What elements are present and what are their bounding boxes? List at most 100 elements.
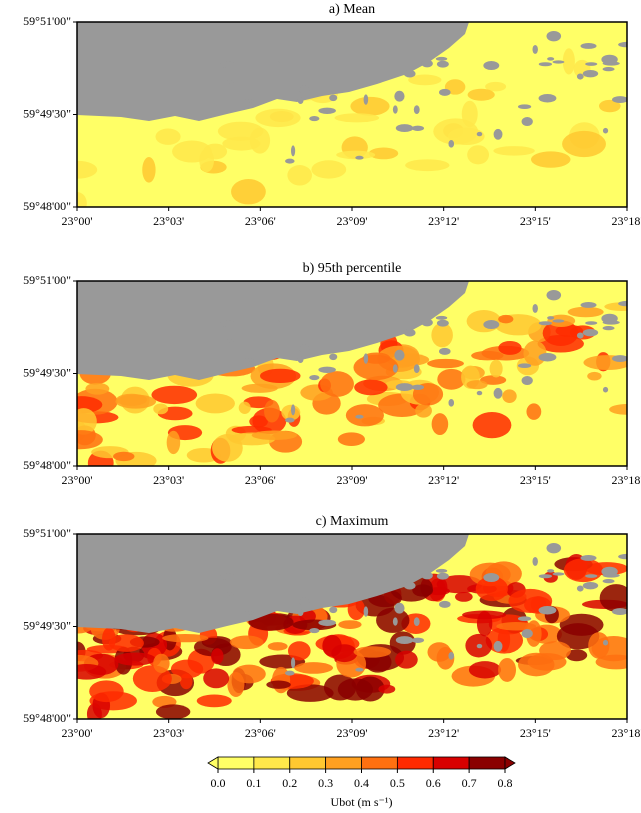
speed-blob <box>431 322 453 348</box>
speed-blob <box>255 108 301 128</box>
x-tick-label: 23°12' <box>428 473 459 487</box>
x-tick-label: 23°18' <box>612 726 641 740</box>
colorbar-bin <box>289 756 327 770</box>
island <box>318 107 336 114</box>
speed-blob <box>489 359 503 378</box>
island <box>618 41 627 48</box>
speed-blob <box>467 145 490 165</box>
island <box>297 609 304 616</box>
speed-blob <box>468 661 502 679</box>
x-tick-label: 23°03' <box>153 726 184 740</box>
speed-blob <box>378 684 396 694</box>
speed-blob <box>555 324 584 337</box>
x-tick-label: 23°15' <box>520 726 551 740</box>
speed-blob <box>170 659 204 679</box>
island <box>403 581 416 590</box>
island <box>421 571 433 580</box>
island <box>392 617 398 626</box>
island <box>436 60 449 68</box>
speed-blob <box>153 403 169 415</box>
colorbar-bin <box>432 756 470 770</box>
island <box>618 300 627 307</box>
island <box>363 94 369 105</box>
speed-blob <box>320 371 354 397</box>
island <box>552 572 565 576</box>
speed-blob <box>322 634 342 657</box>
colorbar-bin <box>325 756 362 770</box>
y-tick-label: 59°48'00" <box>23 711 71 725</box>
island <box>538 606 557 615</box>
island <box>580 302 597 308</box>
land <box>77 534 469 633</box>
island <box>532 44 538 54</box>
island <box>219 61 235 68</box>
island <box>309 628 320 634</box>
speed-blob <box>527 653 567 671</box>
island <box>219 320 235 327</box>
colorbar-over <box>504 756 516 770</box>
colorbar-tick-label: 0.8 <box>498 776 513 790</box>
island <box>538 574 553 579</box>
speed-blob <box>222 136 261 151</box>
speed-blob <box>294 662 334 674</box>
speed-blob <box>203 668 230 689</box>
island <box>538 353 557 362</box>
colorbar-tick-label: 0.5 <box>390 776 405 790</box>
island <box>309 375 320 381</box>
speed-blob <box>368 147 399 160</box>
y-tick-label: 59°49'30" <box>23 618 71 632</box>
speed-blob <box>345 404 384 427</box>
island <box>274 61 280 66</box>
island <box>242 611 254 616</box>
island <box>493 387 503 399</box>
island <box>483 320 500 330</box>
x-tick-label: 23°09' <box>337 726 368 740</box>
x-tick-label: 23°06' <box>245 473 276 487</box>
island <box>448 398 455 407</box>
x-tick-label: 23°12' <box>428 214 459 228</box>
island <box>363 353 369 364</box>
island <box>547 57 555 61</box>
colorbar-tick-label: 0.2 <box>282 776 297 790</box>
speed-blob <box>523 340 547 366</box>
island <box>291 657 296 669</box>
x-tick-label: 23°15' <box>520 214 551 228</box>
speed-blob <box>562 48 575 75</box>
island <box>226 339 235 343</box>
island <box>413 364 420 374</box>
speed-blob <box>196 694 232 708</box>
colorbar-tick-label: 0.1 <box>246 776 261 790</box>
speed-blob <box>153 653 170 673</box>
y-tick-label: 59°48'00" <box>23 458 71 472</box>
x-tick-label: 23°09' <box>337 214 368 228</box>
island <box>421 318 433 327</box>
island <box>413 617 420 627</box>
island <box>547 316 555 320</box>
island <box>532 556 538 566</box>
island <box>318 366 336 373</box>
speed-blob <box>264 399 280 423</box>
island <box>612 355 627 363</box>
speed-blob <box>337 432 365 447</box>
speed-blob <box>415 403 432 418</box>
island <box>602 127 609 134</box>
speed-blob <box>281 404 301 421</box>
island <box>436 572 449 580</box>
speed-blob <box>599 584 627 612</box>
island <box>274 573 280 578</box>
island <box>582 328 599 337</box>
speed-blob <box>287 165 313 186</box>
island <box>413 105 420 115</box>
x-tick-label: 23°15' <box>520 473 551 487</box>
island <box>299 85 310 95</box>
island <box>521 376 533 386</box>
island <box>618 553 627 560</box>
x-tick-label: 23°06' <box>245 214 276 228</box>
island <box>517 616 532 622</box>
speed-blob <box>336 150 376 160</box>
speed-blob <box>437 368 466 390</box>
island <box>329 94 338 102</box>
y-tick-label: 59°49'30" <box>23 106 71 120</box>
colorbar-title: Ubot (m s⁻¹) <box>331 795 393 809</box>
island <box>538 321 553 326</box>
